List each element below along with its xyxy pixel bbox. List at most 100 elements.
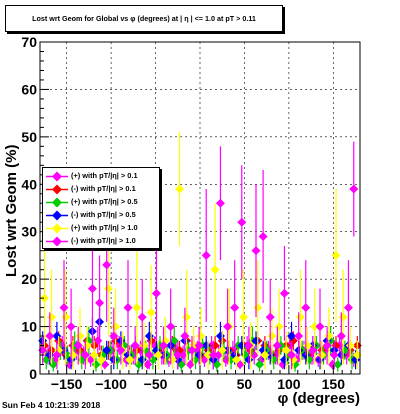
data-point <box>331 250 341 260</box>
legend: (+) with pT/|η| > 0.1 (-) with pT/|η| > 0… <box>42 167 160 249</box>
y-tick-label: 60 <box>21 81 37 97</box>
data-point <box>52 350 62 360</box>
data-point <box>272 341 282 351</box>
data-point <box>217 345 227 355</box>
x-tick-label: 0 <box>196 376 204 392</box>
data-point <box>215 198 225 208</box>
legend-item: (-) with pT/|η| > 0.1 <box>43 183 161 196</box>
x-axis-label: φ (degrees) <box>277 390 360 407</box>
data-point <box>237 217 247 227</box>
data-point <box>132 303 142 313</box>
data-point <box>244 341 254 351</box>
data-point <box>281 345 291 355</box>
data-point <box>144 350 154 360</box>
data-point <box>194 341 204 351</box>
data-point <box>39 293 49 303</box>
data-point <box>173 350 183 360</box>
data-point <box>208 350 218 360</box>
legend-label: (-) with pT/|η| > 0.1 <box>71 184 136 193</box>
legend-marker <box>46 210 68 221</box>
data-point <box>166 322 176 332</box>
data-point <box>294 331 304 341</box>
data-point <box>96 355 106 365</box>
x-tick-label: −50 <box>144 376 168 392</box>
data-point <box>130 341 140 351</box>
data-point <box>180 331 190 341</box>
legend-label: (-) with pT/|η| > 0.5 <box>71 210 136 219</box>
data-point <box>239 312 249 322</box>
y-tick-label: 50 <box>21 129 37 145</box>
data-point <box>146 307 156 317</box>
data-point <box>137 312 147 322</box>
data-point <box>59 303 69 313</box>
data-point <box>175 184 185 194</box>
legend-marker <box>46 197 68 208</box>
data-point <box>45 331 55 341</box>
x-tick-label: 100 <box>277 376 301 392</box>
timestamp: Sun Feb 4 10:21:39 2018 <box>2 400 101 410</box>
legend-label: (+) with pT/|η| > 0.5 <box>71 197 138 206</box>
y-tick-label: 10 <box>21 319 37 335</box>
data-point <box>343 303 353 313</box>
data-point <box>322 341 332 351</box>
x-tick-label: −150 <box>51 376 83 392</box>
data-point <box>329 350 339 360</box>
data-point <box>116 345 126 355</box>
x-tick-label: 150 <box>322 376 346 392</box>
legend-marker <box>46 184 68 195</box>
data-point <box>223 322 233 332</box>
axes: −150 −100 −50 0 50 100 150 0 10 20 30 40 50 60 70 <box>21 34 361 392</box>
data-point <box>89 350 99 360</box>
data-point <box>123 303 133 313</box>
x-tick-label: −100 <box>95 376 127 392</box>
y-axis-label: Lost wrt Geom (%) <box>3 144 20 277</box>
chart-title-text: Lost wrt Geom for Global vs φ (degrees) … <box>32 14 256 23</box>
data-point <box>260 350 270 360</box>
data-point <box>151 288 161 298</box>
data-point <box>102 345 112 355</box>
legend-label: (+) with pT/|η| > 1.0 <box>71 223 138 232</box>
data-point <box>153 350 163 360</box>
data-point <box>265 312 275 322</box>
data-point <box>201 250 211 260</box>
legend-item: (+) with pT/|η| > 0.5 <box>43 196 161 209</box>
data-point <box>258 231 268 241</box>
data-point <box>315 322 325 332</box>
legend-item: (+) with pT/|η| > 1.0 <box>43 222 161 235</box>
y-tick-label: 70 <box>21 34 37 50</box>
data-point <box>125 355 135 365</box>
data-point <box>251 246 261 256</box>
data-point <box>73 341 83 351</box>
data-point <box>333 360 343 370</box>
y-tick-label: 20 <box>21 271 37 287</box>
legend-label: (+) with pT/|η| > 0.1 <box>71 171 138 180</box>
data-point <box>95 298 105 308</box>
x-tick-label: 50 <box>237 376 253 392</box>
data-point <box>80 350 90 360</box>
legend-label: (-) with pT/|η| > 1.0 <box>71 236 136 245</box>
y-tick-label: 30 <box>21 224 37 240</box>
data-point <box>102 260 112 270</box>
data-point <box>87 284 97 294</box>
legend-marker <box>46 236 68 247</box>
data-point <box>255 360 265 370</box>
data-point <box>66 322 76 332</box>
data-point <box>210 265 220 275</box>
legend-item: (-) with pT/|η| > 0.5 <box>43 209 161 222</box>
data-point <box>301 303 311 313</box>
y-tick-label: 40 <box>21 176 37 192</box>
data-point <box>287 331 297 341</box>
data-point <box>109 331 119 341</box>
legend-item: (+) with pT/|η| > 0.1 <box>43 170 161 183</box>
legend-marker <box>46 223 68 234</box>
data-point <box>349 184 359 194</box>
data-marks <box>38 132 362 372</box>
series-5 <box>38 141 359 370</box>
data-point <box>310 322 320 332</box>
data-point <box>287 350 297 360</box>
chart-title: Lost wrt Geom for Global vs φ (degrees) … <box>5 5 283 32</box>
legend-marker <box>46 171 68 182</box>
data-point <box>231 355 241 365</box>
data-point <box>336 331 346 341</box>
data-point <box>308 345 318 355</box>
